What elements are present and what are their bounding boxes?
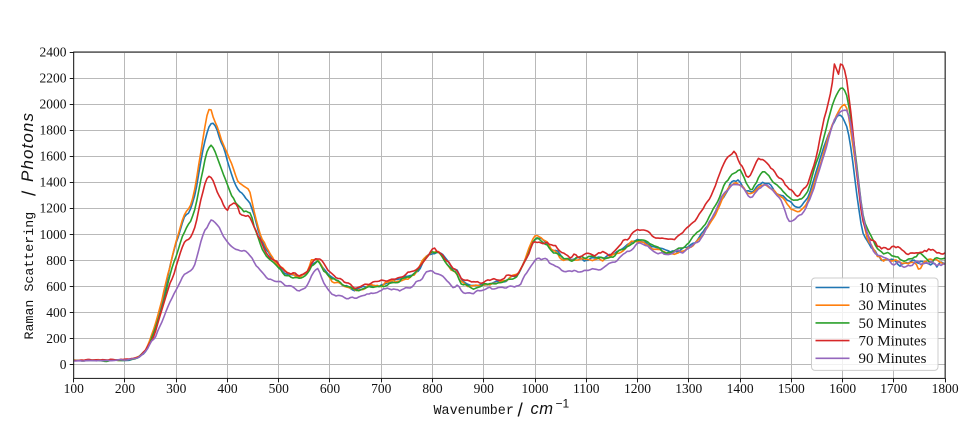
svg-text:Photons: Photons	[18, 112, 37, 182]
svg-text:90 Minutes: 90 Minutes	[859, 351, 927, 367]
svg-text:1200: 1200	[40, 201, 67, 216]
svg-text:400: 400	[46, 305, 67, 320]
svg-text:0: 0	[60, 357, 67, 372]
svg-text:200: 200	[115, 381, 136, 396]
svg-text:10 Minutes: 10 Minutes	[859, 280, 927, 296]
svg-text:1800: 1800	[40, 123, 67, 138]
svg-text:1600: 1600	[40, 149, 67, 164]
svg-text:100: 100	[64, 381, 85, 396]
svg-text:600: 600	[46, 279, 67, 294]
svg-text:1400: 1400	[727, 381, 754, 396]
svg-text:400: 400	[217, 381, 238, 396]
svg-text:Raman Scattering: Raman Scattering	[22, 212, 37, 340]
svg-text:1100: 1100	[573, 381, 600, 396]
svg-text:1600: 1600	[829, 381, 856, 396]
svg-text:700: 700	[371, 381, 392, 396]
svg-text:30 Minutes: 30 Minutes	[859, 298, 927, 314]
svg-text:600: 600	[320, 381, 341, 396]
svg-text:Wavenumber: Wavenumber	[434, 404, 514, 419]
svg-text:1400: 1400	[40, 175, 67, 190]
svg-text:200: 200	[46, 331, 67, 346]
svg-text:900: 900	[474, 381, 495, 396]
svg-text:−1: −1	[556, 397, 570, 411]
svg-text:1700: 1700	[880, 381, 907, 396]
svg-text:/: /	[20, 190, 41, 196]
svg-text:300: 300	[166, 381, 187, 396]
svg-text:1000: 1000	[522, 381, 549, 396]
svg-text:1300: 1300	[675, 381, 702, 396]
svg-text:2400: 2400	[40, 44, 67, 59]
svg-text:2000: 2000	[40, 97, 67, 112]
svg-text:70 Minutes: 70 Minutes	[859, 334, 927, 350]
svg-text:1800: 1800	[932, 381, 959, 396]
svg-text:800: 800	[46, 253, 67, 268]
svg-text:/: /	[518, 401, 524, 422]
svg-text:800: 800	[422, 381, 443, 396]
svg-text:1500: 1500	[778, 381, 805, 396]
svg-text:1000: 1000	[40, 227, 67, 242]
svg-text:cm: cm	[531, 400, 554, 418]
svg-text:500: 500	[269, 381, 290, 396]
svg-text:1200: 1200	[624, 381, 651, 396]
svg-text:2200: 2200	[40, 71, 67, 86]
svg-text:50 Minutes: 50 Minutes	[859, 316, 927, 332]
